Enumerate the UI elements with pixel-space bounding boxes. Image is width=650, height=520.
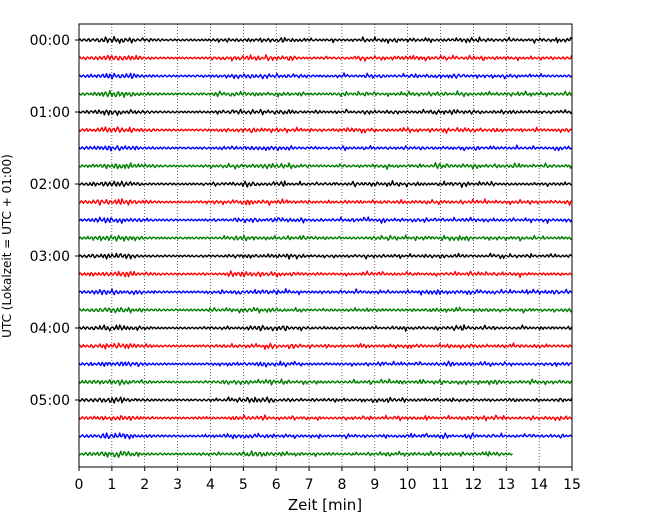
y-axis-label: UTC (Lokalzeit = UTC + 01:00) bbox=[0, 154, 14, 338]
x-axis-ticks: 0 1 2 3 4 5 6 7 8 9 10 11 12 13 14 15 bbox=[75, 467, 581, 493]
trace-0545 bbox=[78, 450, 513, 458]
trace-0330 bbox=[78, 288, 573, 296]
y-tick-label-05:00: 05:00 bbox=[30, 393, 70, 409]
trace-0300 bbox=[78, 252, 573, 260]
trace-0200 bbox=[78, 180, 572, 189]
x-axis-label: Zeit [min] bbox=[288, 496, 362, 514]
trace-0030 bbox=[78, 72, 573, 80]
plot-frame bbox=[78, 23, 573, 468]
x-tick-label-10: 10 bbox=[399, 477, 417, 493]
y-tick-label-02:00: 02:00 bbox=[30, 177, 70, 193]
x-tick-label-14: 14 bbox=[530, 477, 548, 493]
y-tick-label-01:00: 01:00 bbox=[30, 105, 70, 121]
trace-0015 bbox=[78, 54, 573, 62]
trace-0215 bbox=[78, 198, 572, 206]
y-tick-label-03:00: 03:00 bbox=[30, 249, 70, 265]
trace-0430 bbox=[78, 360, 572, 368]
trace-0415 bbox=[78, 342, 573, 350]
y-tick-label-04:00: 04:00 bbox=[30, 321, 70, 337]
trace-0315 bbox=[78, 270, 573, 279]
trace-0230 bbox=[78, 216, 573, 224]
trace-0145 bbox=[78, 161, 573, 170]
x-tick-label-5: 5 bbox=[239, 477, 248, 493]
x-tick-label-13: 13 bbox=[497, 477, 515, 493]
y-axis-ticks: 00:00 01:00 02:00 03:00 04:00 05:00 bbox=[30, 33, 79, 409]
trace-0500 bbox=[78, 396, 573, 404]
trace-0045 bbox=[78, 90, 573, 99]
trace-0000 bbox=[78, 35, 573, 45]
trace-0445 bbox=[78, 378, 573, 386]
x-tick-label-8: 8 bbox=[337, 477, 346, 493]
x-tick-label-9: 9 bbox=[370, 477, 379, 493]
x-tick-label-1: 1 bbox=[107, 477, 116, 493]
trace-group bbox=[78, 35, 573, 458]
x-tick-label-3: 3 bbox=[173, 477, 182, 493]
x-tick-label-0: 0 bbox=[75, 477, 84, 493]
x-tick-label-12: 12 bbox=[464, 477, 482, 493]
trace-0245 bbox=[78, 234, 572, 242]
vertical-grid bbox=[111, 24, 540, 467]
trace-0345 bbox=[78, 306, 573, 314]
trace-0515 bbox=[78, 414, 573, 422]
x-tick-label-6: 6 bbox=[272, 477, 281, 493]
x-tick-label-15: 15 bbox=[563, 477, 581, 493]
x-tick-label-4: 4 bbox=[206, 477, 215, 493]
x-tick-label-7: 7 bbox=[305, 477, 314, 493]
x-tick-label-2: 2 bbox=[140, 477, 149, 493]
trace-0115 bbox=[78, 126, 573, 134]
trace-0100 bbox=[78, 108, 573, 116]
trace-0130 bbox=[78, 144, 573, 152]
trace-0400 bbox=[78, 324, 573, 332]
x-tick-label-11: 11 bbox=[432, 477, 450, 493]
trace-0530 bbox=[78, 432, 573, 440]
y-tick-label-00:00: 00:00 bbox=[30, 33, 70, 49]
